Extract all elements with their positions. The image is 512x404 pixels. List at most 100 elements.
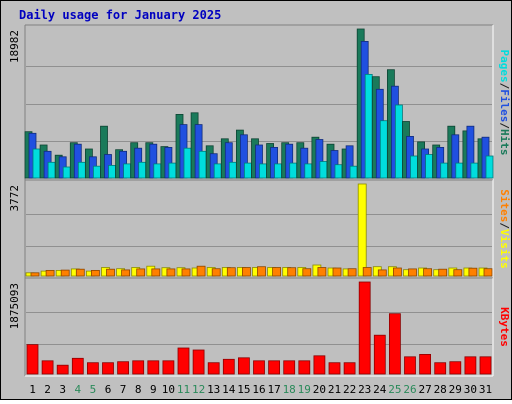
bar-pages <box>153 163 162 179</box>
x-tick-label: 26 <box>403 383 416 396</box>
bar-pages <box>62 166 71 179</box>
x-tick-label: 6 <box>105 383 112 396</box>
bar-sites <box>453 269 463 277</box>
x-tick-label: 12 <box>192 383 205 396</box>
x-tick-label: 24 <box>373 383 387 396</box>
bar-pages <box>47 161 56 179</box>
bar-pages <box>319 161 328 179</box>
bar-kbytes <box>71 357 84 375</box>
bar-files <box>73 143 82 179</box>
bar-kbytes <box>177 347 190 375</box>
x-tick-label: 1 <box>29 383 36 396</box>
legend-part: Pages <box>498 50 511 83</box>
bar-sites <box>151 268 161 277</box>
bar-pages <box>410 155 418 179</box>
bar-pages <box>364 74 373 179</box>
x-tick-label: 17 <box>267 383 280 396</box>
bar-pages <box>198 150 207 179</box>
bar-sites <box>332 267 342 277</box>
bar-sites <box>257 266 266 277</box>
chart-title: Daily usage for January 2025 <box>19 8 221 22</box>
bar-sites <box>392 267 402 277</box>
x-tick-label: 9 <box>150 383 157 396</box>
bar-kbytes <box>192 349 205 375</box>
bar-pages <box>470 162 479 179</box>
bar-pages <box>274 163 283 179</box>
legend-part: Hits <box>498 129 511 156</box>
bar-kbytes <box>298 360 311 375</box>
bar-kbytes <box>328 362 341 375</box>
bar-files <box>285 143 294 179</box>
bar-files <box>466 125 475 179</box>
panel-kbytes: 1875093 KBytes <box>8 277 511 377</box>
bar-sites <box>408 268 417 277</box>
bar-sites <box>347 268 357 277</box>
bar-pages <box>108 164 116 179</box>
bar-sites <box>362 267 372 277</box>
bar-pages <box>77 161 86 179</box>
bar-kbytes <box>419 353 432 375</box>
bar-pages <box>259 163 267 179</box>
bar-kbytes <box>358 281 371 375</box>
bar-kbytes <box>56 364 69 375</box>
bar-kbytes <box>117 361 129 375</box>
bar-sites <box>423 268 433 277</box>
legend-part: Files <box>498 89 511 122</box>
bar-sites <box>136 268 146 277</box>
x-tick-label: 14 <box>222 383 236 396</box>
bar-sites <box>226 267 236 277</box>
bar-sites <box>287 267 297 277</box>
bar-pages <box>93 165 101 179</box>
bar-files <box>436 146 445 179</box>
x-tick-label: 27 <box>418 383 431 396</box>
bar-kbytes <box>373 334 386 375</box>
x-tick-label: 20 <box>313 383 326 396</box>
bar-pages <box>334 164 343 179</box>
y-axis-max-label: 3772 <box>8 185 21 212</box>
x-tick-label: 4 <box>74 383 81 396</box>
bar-sites <box>45 269 55 277</box>
series-legend-label: Sites/Visits <box>498 189 511 269</box>
y-axis-max-label: 1875093 <box>8 283 21 329</box>
series-legend-label: KBytes <box>498 307 511 347</box>
x-tick-label: 18 <box>283 383 296 396</box>
bar-kbytes <box>102 362 114 375</box>
x-tick-label: 11 <box>177 383 190 396</box>
bar-kbytes <box>41 360 54 375</box>
bar-files <box>255 144 263 179</box>
legend-part: Sites <box>498 189 511 222</box>
legend-part: KBytes <box>498 307 511 347</box>
x-tick-label: 28 <box>434 383 447 396</box>
bar-pages <box>349 165 358 179</box>
bar-sites <box>438 268 448 277</box>
x-tick-label: 3 <box>59 383 66 396</box>
bar-pages <box>123 163 131 179</box>
bar-pages <box>138 161 147 179</box>
bar-kbytes <box>449 361 462 375</box>
bar-pages <box>394 104 403 179</box>
bar-sites <box>60 269 70 277</box>
bar-sites <box>181 268 191 277</box>
x-tick-label: 23 <box>358 383 371 396</box>
bar-kbytes <box>87 362 99 375</box>
bar-pages <box>243 162 252 179</box>
x-tick-label: 15 <box>237 383 250 396</box>
bar-sites <box>196 265 206 277</box>
bar-files <box>345 145 354 179</box>
bar-pages <box>168 162 177 179</box>
bar-pages <box>183 147 192 179</box>
legend-part: Visits <box>498 229 511 269</box>
bar-sites <box>211 268 221 277</box>
x-tick-label: 10 <box>162 383 175 396</box>
bar-sites <box>75 268 85 277</box>
bar-pages <box>304 163 313 179</box>
x-tick-label: 21 <box>328 383 341 396</box>
x-tick-label: 31 <box>479 383 492 396</box>
x-axis-day-labels: 1 2 3 4 5 6 7 8 9 10 11 12 13 14 15 16 17 18 19 20 21 22 23 24 2… <box>29 383 492 396</box>
bar-kbytes <box>132 360 145 375</box>
bar-kbytes <box>313 355 326 375</box>
